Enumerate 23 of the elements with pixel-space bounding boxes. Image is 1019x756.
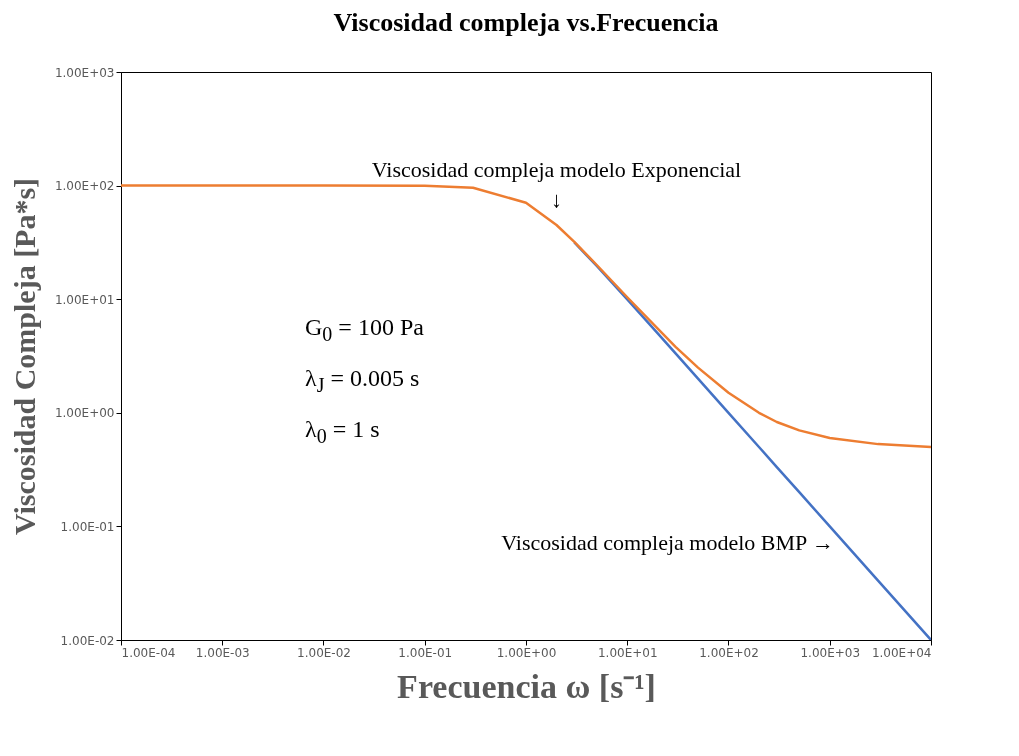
annotation: Viscosidad compleja modelo BMP → (501, 530, 834, 556)
annotation: Viscosidad compleja modelo Exponencial ↓ (371, 156, 742, 212)
y-tick-label: 1.00E-01 (60, 519, 115, 534)
y-axis-title: Viscosidad Compleja [Pa*s] (7, 177, 41, 536)
x-tick-label: 1.00E+00 (496, 645, 557, 660)
x-tick-label: 1.00E-02 (297, 645, 351, 660)
x-axis-title: Frecuencia ω [s⁻¹] (397, 667, 656, 705)
y-tick-label: 1.00E-02 (60, 633, 115, 648)
annotation: λ$_{0}$ = 1 s (305, 414, 381, 449)
x-tick-label: 1.00E+01 (597, 645, 658, 660)
annotation: G$_{0}$ = 100 Pa (305, 313, 424, 347)
y-tick-label: 1.00E+00 (54, 406, 115, 421)
annotation: λ$_{J}$ = 0.005 s (305, 363, 421, 398)
x-tick-label: 1.00E+03 (800, 645, 861, 660)
y-tick-label: 1.00E+01 (54, 292, 115, 307)
y-tick-label: 1.00E+02 (54, 179, 115, 194)
chart-title: Viscosidad compleja vs.Frecuencia (333, 8, 719, 37)
y-tick-label: 1.00E+03 (54, 65, 115, 80)
x-tick-label: 1.00E-04 (121, 645, 176, 660)
x-tick-label: 1.00E+04 (871, 645, 932, 660)
x-tick-label: 1.00E-03 (195, 645, 250, 660)
x-tick-label: 1.00E-01 (398, 645, 453, 660)
x-tick-label: 1.00E+02 (699, 645, 759, 660)
